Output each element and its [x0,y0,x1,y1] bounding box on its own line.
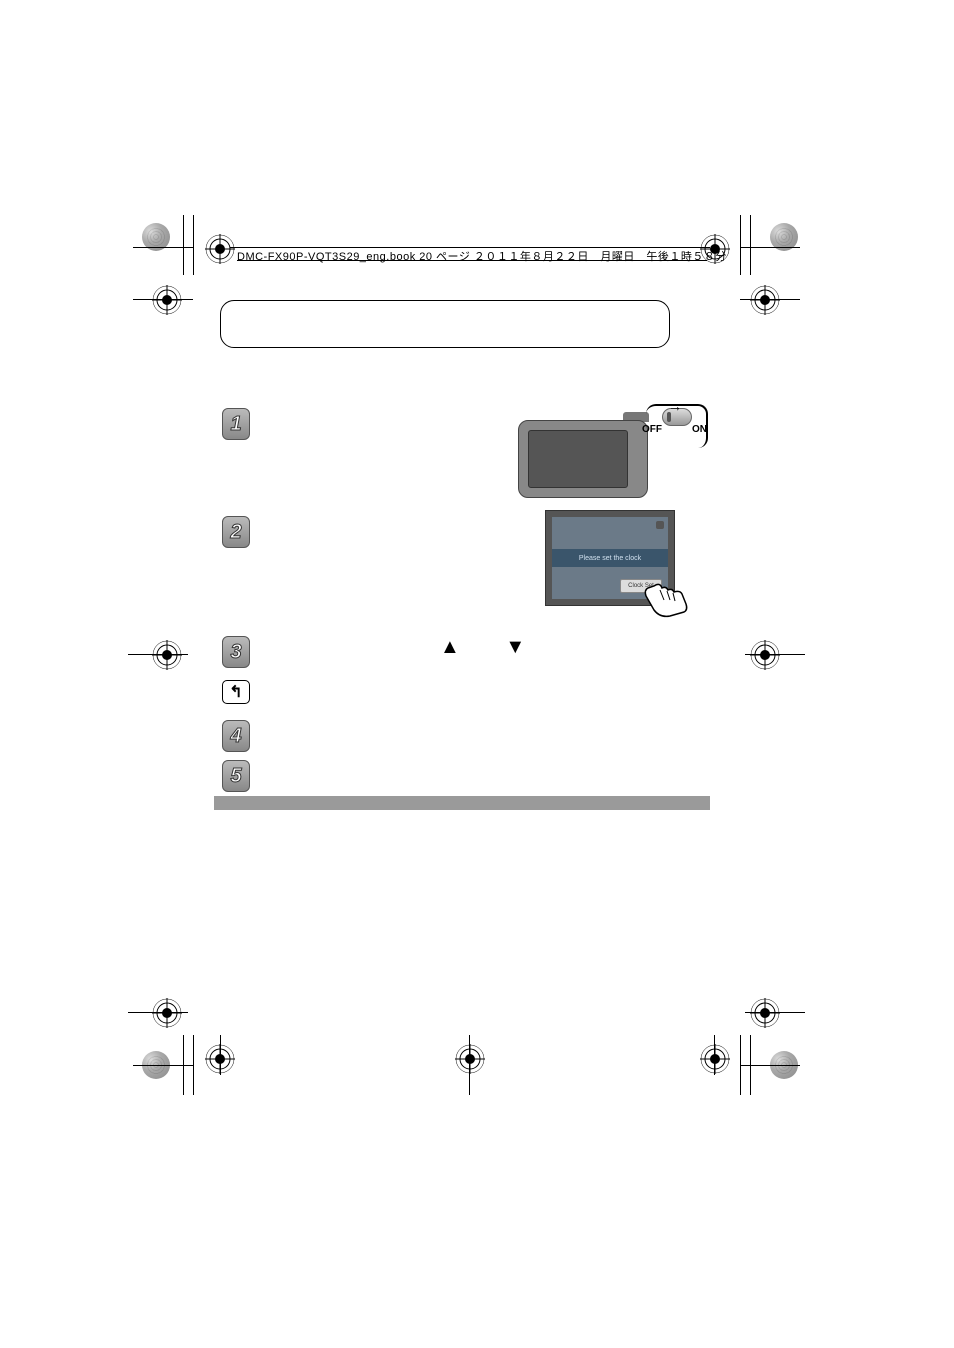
camera-illustration: OFF ON → [518,400,708,510]
step-badge-5: 5 [222,760,250,792]
page-header-text: DMC-FX90P-VQT3S29_eng.book 20 ページ ２０１１年８… [237,248,727,264]
reg-target-br [750,998,780,1028]
crop-line [193,215,194,275]
crop-line [133,247,193,248]
reg-target-br2 [700,1044,730,1074]
camera-lcd [528,430,628,488]
reg-target-ml [152,640,182,670]
reg-target-bc [455,1044,485,1074]
switch-arrow-icon: → [668,398,682,414]
crop-line [469,1035,470,1095]
step-badge-1: 1 [222,408,250,440]
step-badge-4: 4 [222,720,250,752]
reg-target-mr [750,640,780,670]
crop-line [193,1035,194,1095]
crop-line [740,1065,800,1066]
touch-hand-icon [640,580,690,620]
crop-line [183,1035,184,1095]
switch-off-label: OFF [642,424,662,435]
reg-target-tl [205,234,235,264]
rec-indicator-icon [656,521,664,529]
crop-line [133,1065,193,1066]
up-down-arrows: ▲ ▼ [440,636,545,659]
crop-line [128,654,188,655]
crop-line [128,1012,188,1013]
divider-bar [214,796,710,810]
step-number: 2 [230,521,241,544]
step-number: 3 [230,641,241,664]
crop-line [750,215,751,275]
crop-line [740,215,741,275]
lcd-banner-text: Please set the clock [552,549,668,567]
header-underline [237,260,707,261]
step-number: 5 [230,765,241,788]
reg-target-bl [152,998,182,1028]
crop-line [745,1012,805,1013]
crop-line [740,1035,741,1095]
step-badge-2: 2 [222,516,250,548]
crop-line [750,1035,751,1095]
step-badge-3: 3 [222,636,250,668]
crop-line [745,654,805,655]
return-icon: ↰ [222,680,250,704]
step-number: 4 [230,725,241,748]
crop-line [183,215,184,275]
crop-line [220,1035,221,1075]
step-number: 1 [230,413,241,436]
crop-line [740,247,800,248]
crop-line [133,299,193,300]
reg-target-tl2 [152,285,182,315]
return-glyph: ↰ [229,682,242,702]
section-title-box [220,300,670,348]
crop-line [714,1035,715,1075]
switch-on-label: ON [692,424,707,435]
crop-line [740,299,800,300]
reg-target-tr2 [750,285,780,315]
